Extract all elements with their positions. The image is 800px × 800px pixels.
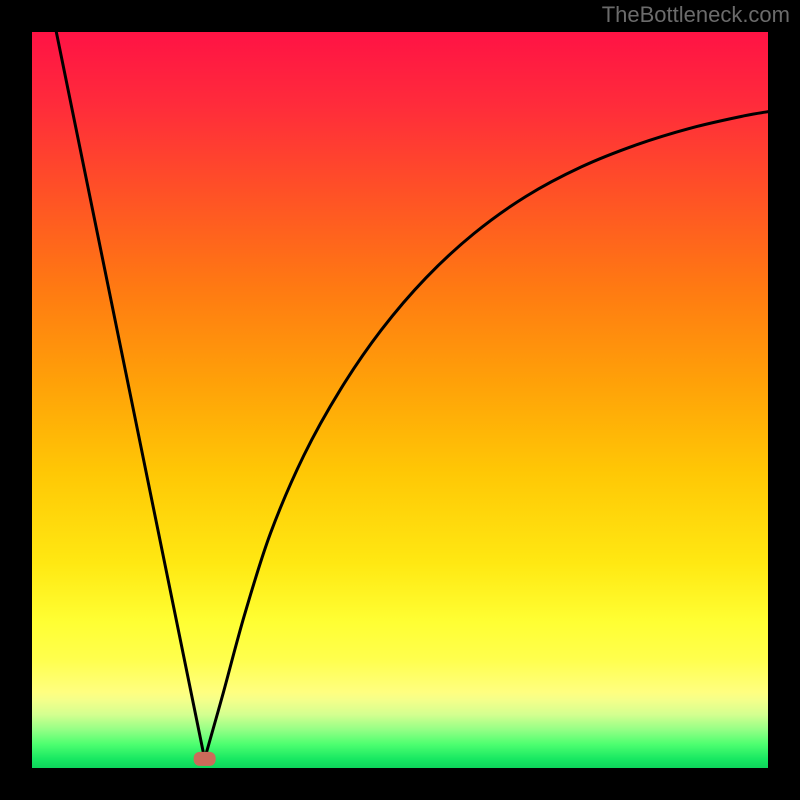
gradient-background (30, 30, 770, 770)
chart-frame (30, 30, 770, 770)
watermark-text: TheBottleneck.com (602, 2, 790, 28)
optimum-marker (194, 752, 216, 766)
bottleneck-chart (30, 30, 770, 770)
